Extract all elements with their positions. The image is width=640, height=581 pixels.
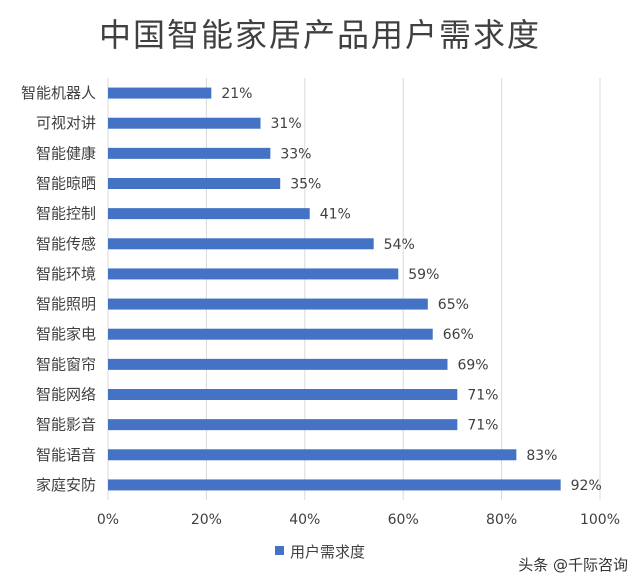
data-label: 69%	[457, 357, 488, 373]
data-label: 65%	[438, 297, 469, 313]
category-label: 智能家电	[36, 325, 96, 343]
category-label: 智能传感	[36, 235, 96, 253]
data-label: 59%	[408, 267, 439, 283]
bar	[108, 178, 281, 189]
category-label: 智能语音	[36, 446, 96, 464]
category-label: 智能机器人	[21, 84, 96, 102]
bar	[108, 117, 261, 129]
chart-title: 中国智能家居产品用户需求度	[98, 16, 541, 54]
bar	[108, 389, 458, 400]
data-label: 35%	[290, 177, 321, 193]
data-label: 41%	[320, 207, 351, 223]
data-label: 66%	[443, 327, 474, 343]
data-label: 83%	[526, 448, 557, 464]
data-label: 33%	[280, 146, 311, 162]
bar	[108, 328, 433, 340]
category-label: 家庭安防	[36, 476, 96, 494]
category-label: 可视对讲	[36, 114, 96, 132]
bar	[108, 449, 517, 461]
legend-label: 用户需求度	[289, 543, 365, 561]
legend: 用户需求度	[0, 541, 640, 562]
category-label: 智能窗帘	[36, 355, 96, 373]
data-label: 92%	[571, 478, 602, 494]
data-label: 71%	[467, 388, 498, 404]
category-label: 智能控制	[36, 205, 96, 223]
grid-layer	[107, 78, 601, 500]
bar	[108, 419, 458, 431]
x-tick-label: 80%	[486, 512, 517, 528]
legend-swatch	[274, 546, 284, 555]
bar	[108, 268, 399, 280]
x-tick-label: 100%	[580, 512, 620, 528]
data-label: 54%	[384, 237, 415, 253]
bar	[108, 358, 448, 370]
category-label: 智能晾晒	[36, 175, 96, 193]
category-label: 智能网络	[36, 386, 96, 404]
watermark-text: 头条 @千际咨询	[518, 556, 628, 574]
bar	[108, 147, 271, 159]
category-label: 智能照明	[36, 295, 96, 313]
data-label: 21%	[221, 86, 252, 102]
bar-layer	[108, 87, 561, 491]
bar	[108, 298, 428, 310]
category-label: 智能环境	[36, 265, 96, 283]
x-tick-label: 20%	[191, 512, 222, 528]
data-label: 71%	[467, 418, 498, 434]
label-layer: 0% 20% 40% 60% 80% 100% 智能机器人 21% 可视对讲 31% 智能健康 33%…	[21, 84, 620, 528]
category-label: 智能健康	[36, 144, 96, 162]
data-label: 31%	[271, 116, 302, 132]
bar	[108, 87, 212, 99]
x-tick-label: 40%	[289, 512, 320, 528]
category-label: 智能影音	[36, 416, 96, 434]
bar	[108, 208, 310, 220]
x-tick-label: 60%	[388, 512, 419, 528]
x-tick-label: 0%	[97, 512, 119, 528]
bar	[108, 238, 374, 250]
bar	[108, 479, 561, 491]
